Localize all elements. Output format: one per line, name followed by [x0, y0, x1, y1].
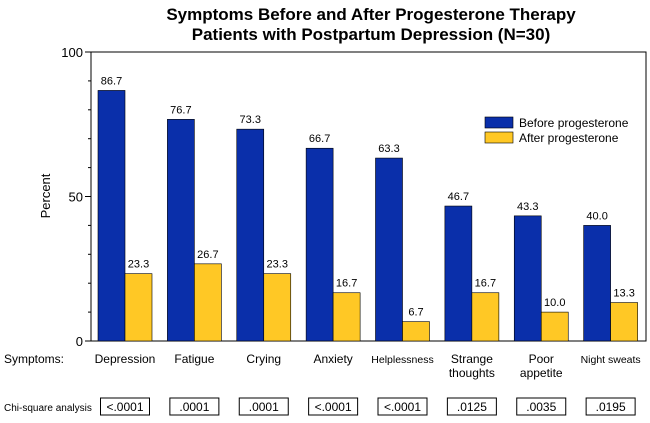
chi-square-box [446, 397, 497, 416]
x-category-label: Crying [246, 352, 281, 366]
chart-subtitle: Patients with Postpartum Depression (N=3… [192, 25, 551, 44]
x-category-label: thoughts [449, 366, 495, 380]
bar-before [444, 205, 473, 342]
chi-square-box [377, 397, 428, 416]
x-category-label: Strange [451, 352, 493, 366]
data-label-after: 16.7 [336, 278, 357, 290]
bar-before [375, 157, 403, 342]
bar-before [305, 147, 334, 342]
bar-after [194, 263, 222, 342]
bar-after [263, 273, 292, 342]
bar-after [402, 321, 430, 342]
chi-square-value: <.0001 [106, 400, 143, 414]
data-label-after: 10.0 [544, 297, 565, 309]
data-label-before: 66.7 [309, 133, 330, 145]
legend-swatch-after [484, 131, 514, 144]
x-category-label: Fatigue [174, 352, 214, 366]
x-category-label: Anxiety [313, 352, 352, 366]
data-label-before: 86.7 [101, 75, 122, 87]
x-category-label: Helplessness [371, 354, 433, 366]
x-category-label: Night sweats [581, 354, 641, 366]
chi-square-value: .0001 [249, 400, 279, 414]
y-tick-label: 0 [76, 334, 83, 349]
x-category-label: Poor [529, 352, 554, 366]
chi-square-value: <.0001 [384, 400, 421, 414]
symptoms-row-label: Symptoms: [4, 352, 64, 366]
data-label-after: 23.3 [267, 259, 288, 271]
chi-square-value: .0125 [457, 400, 487, 414]
data-label-after: 16.7 [475, 278, 496, 290]
chi-square-value: .0035 [526, 400, 556, 414]
chi-square-value: .0195 [596, 400, 626, 414]
y-axis-title: Percent [38, 173, 53, 218]
chi-square-label: Chi-square analysis [4, 403, 92, 414]
bar-after [471, 292, 500, 342]
data-label-after: 23.3 [128, 259, 149, 271]
chi-square-box [585, 397, 636, 416]
x-category-label: Depression [95, 352, 156, 366]
chi-square-value: <.0001 [315, 400, 352, 414]
legend-label-before: Before progesterone [519, 116, 629, 130]
bar-after [610, 302, 638, 342]
x-category-label: appetite [520, 366, 563, 380]
chi-square-box [238, 397, 289, 416]
bar-after [540, 311, 569, 342]
bar-before [167, 119, 195, 342]
data-label-after: 6.7 [408, 307, 423, 319]
y-tick-label: 50 [69, 190, 83, 205]
data-label-before: 40.0 [586, 210, 607, 222]
bar-before [97, 90, 126, 342]
bar-before [583, 225, 611, 342]
data-label-before: 63.3 [378, 143, 399, 155]
data-label-before: 46.7 [448, 191, 469, 203]
legend-swatch-before [484, 116, 514, 129]
bar-after [332, 292, 361, 342]
bar-before [513, 215, 542, 342]
y-tick-label: 100 [61, 45, 83, 60]
chart-title: Symptoms Before and After Progesterone T… [166, 5, 576, 24]
data-label-before: 43.3 [517, 201, 538, 213]
bar-after [124, 273, 153, 342]
data-label-before: 73.3 [240, 114, 261, 126]
chi-square-box [308, 397, 359, 416]
chi-square-value: .0001 [179, 400, 209, 414]
chi-square-box [516, 397, 567, 416]
data-label-before: 76.7 [170, 104, 191, 116]
data-label-after: 26.7 [197, 249, 218, 261]
data-label-after: 13.3 [613, 288, 634, 300]
legend-label-after: After progesterone [519, 131, 619, 145]
bar-before [236, 128, 265, 342]
chi-square-box [169, 397, 220, 416]
chi-square-box [100, 397, 150, 416]
